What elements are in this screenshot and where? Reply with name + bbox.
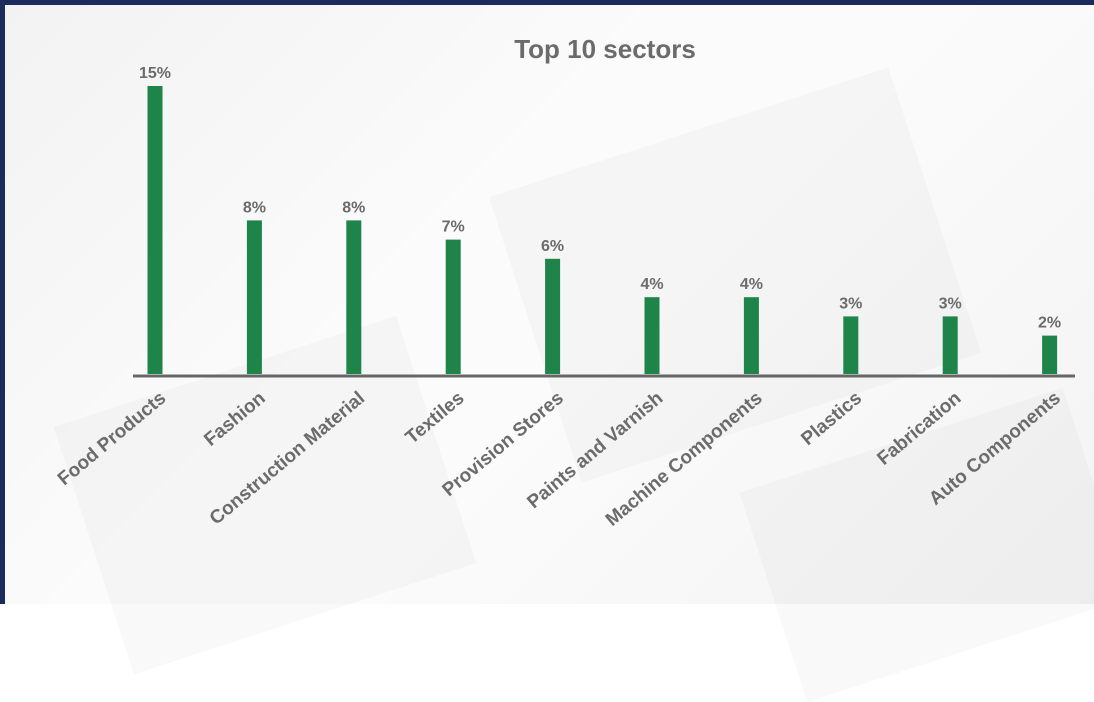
data-label-9: 2% — [1038, 315, 1061, 332]
bars-group — [147, 86, 1058, 374]
bar-2 — [346, 220, 362, 374]
bar-7 — [843, 316, 859, 374]
bar-chart: Top 10 sectors 15% 8% 8% 7% 6% 4% 4% 3% 3% 2% Foo… — [54, 34, 1075, 531]
bar-9 — [1042, 335, 1058, 374]
data-label-2: 8% — [342, 199, 365, 216]
bar-1 — [246, 220, 262, 374]
bar-3 — [445, 239, 461, 374]
bar-0 — [147, 86, 163, 374]
data-label-1: 8% — [243, 199, 266, 216]
chart-title: Top 10 sectors — [514, 34, 696, 64]
x-tick-label-6: Machine Components — [602, 388, 767, 531]
data-label-4: 6% — [541, 238, 564, 255]
data-label-7: 3% — [839, 295, 862, 312]
x-tick-label-0: Food Products — [54, 388, 170, 490]
bar-5 — [644, 297, 660, 374]
bar-8 — [942, 316, 958, 374]
data-label-8: 3% — [939, 295, 962, 312]
data-label-0: 15% — [139, 65, 171, 82]
bar-4 — [545, 258, 561, 374]
x-tick-label-8: Fabrication — [873, 388, 965, 470]
x-tick-label-3: Textiles — [402, 388, 469, 449]
data-label-3: 7% — [442, 219, 465, 236]
data-label-6: 4% — [740, 276, 763, 293]
data-labels-group: 15% 8% 8% 7% 6% 4% 4% 3% 3% 2% — [139, 65, 1061, 332]
data-label-5: 4% — [640, 276, 663, 293]
bar-6 — [743, 297, 759, 374]
x-tick-label-1: Fashion — [200, 388, 269, 451]
x-tick-label-7: Plastics — [797, 388, 866, 450]
